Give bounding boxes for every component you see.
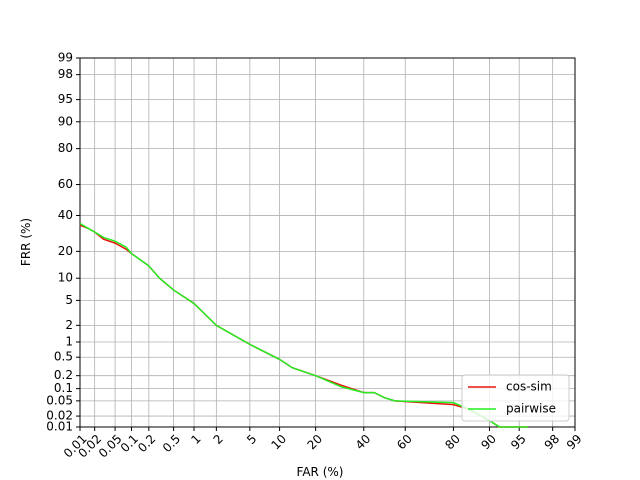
y-tick-label: 0.5 <box>54 350 73 364</box>
x-tick-label: 1 <box>188 432 203 447</box>
y-tick-label: 98 <box>58 67 73 81</box>
legend-label: cos-sim <box>506 380 552 394</box>
x-tick-label: 0.5 <box>160 432 183 455</box>
x-tick-label: 90 <box>478 432 499 453</box>
series-line <box>79 224 528 428</box>
x-tick-label: 98 <box>542 432 563 453</box>
x-tick-label: 95 <box>508 432 529 453</box>
y-tick-label: 40 <box>58 208 73 222</box>
y-tick-label: 20 <box>58 244 73 258</box>
y-tick-label: 5 <box>65 293 73 307</box>
y-tick-label: 2 <box>65 318 73 332</box>
x-tick-label: 99 <box>564 432 585 453</box>
x-axis-label: FAR (%) <box>297 465 344 479</box>
x-tick-label: 60 <box>394 432 415 453</box>
series-line <box>79 222 528 428</box>
x-tick-label: 2 <box>211 432 226 447</box>
x-tick-label: 10 <box>268 432 289 453</box>
y-axis-label: FRR (%) <box>19 218 33 266</box>
y-tick-label: 1 <box>65 334 73 348</box>
y-tick-label: 95 <box>58 92 73 106</box>
x-tick-label: 0.2 <box>135 432 158 455</box>
y-tick-label: 0.02 <box>46 409 73 423</box>
x-tick-label: 20 <box>304 432 325 453</box>
y-tick-label: 0.05 <box>46 393 73 407</box>
y-tick-label: 10 <box>58 271 73 285</box>
y-tick-label: 0.01 <box>46 420 73 434</box>
y-tick-label: 99 <box>58 51 73 65</box>
legend-label: pairwise <box>506 402 556 416</box>
y-tick-label: 0.2 <box>54 368 73 382</box>
x-tick-label: 40 <box>353 432 374 453</box>
y-tick-label: 0.1 <box>54 381 73 395</box>
plot-frame <box>79 57 576 428</box>
y-tick-label: 80 <box>58 141 73 155</box>
y-tick-label: 60 <box>58 177 73 191</box>
y-tick-label: 90 <box>58 114 73 128</box>
x-tick-label: 5 <box>244 432 259 447</box>
x-tick-label: 80 <box>442 432 463 453</box>
